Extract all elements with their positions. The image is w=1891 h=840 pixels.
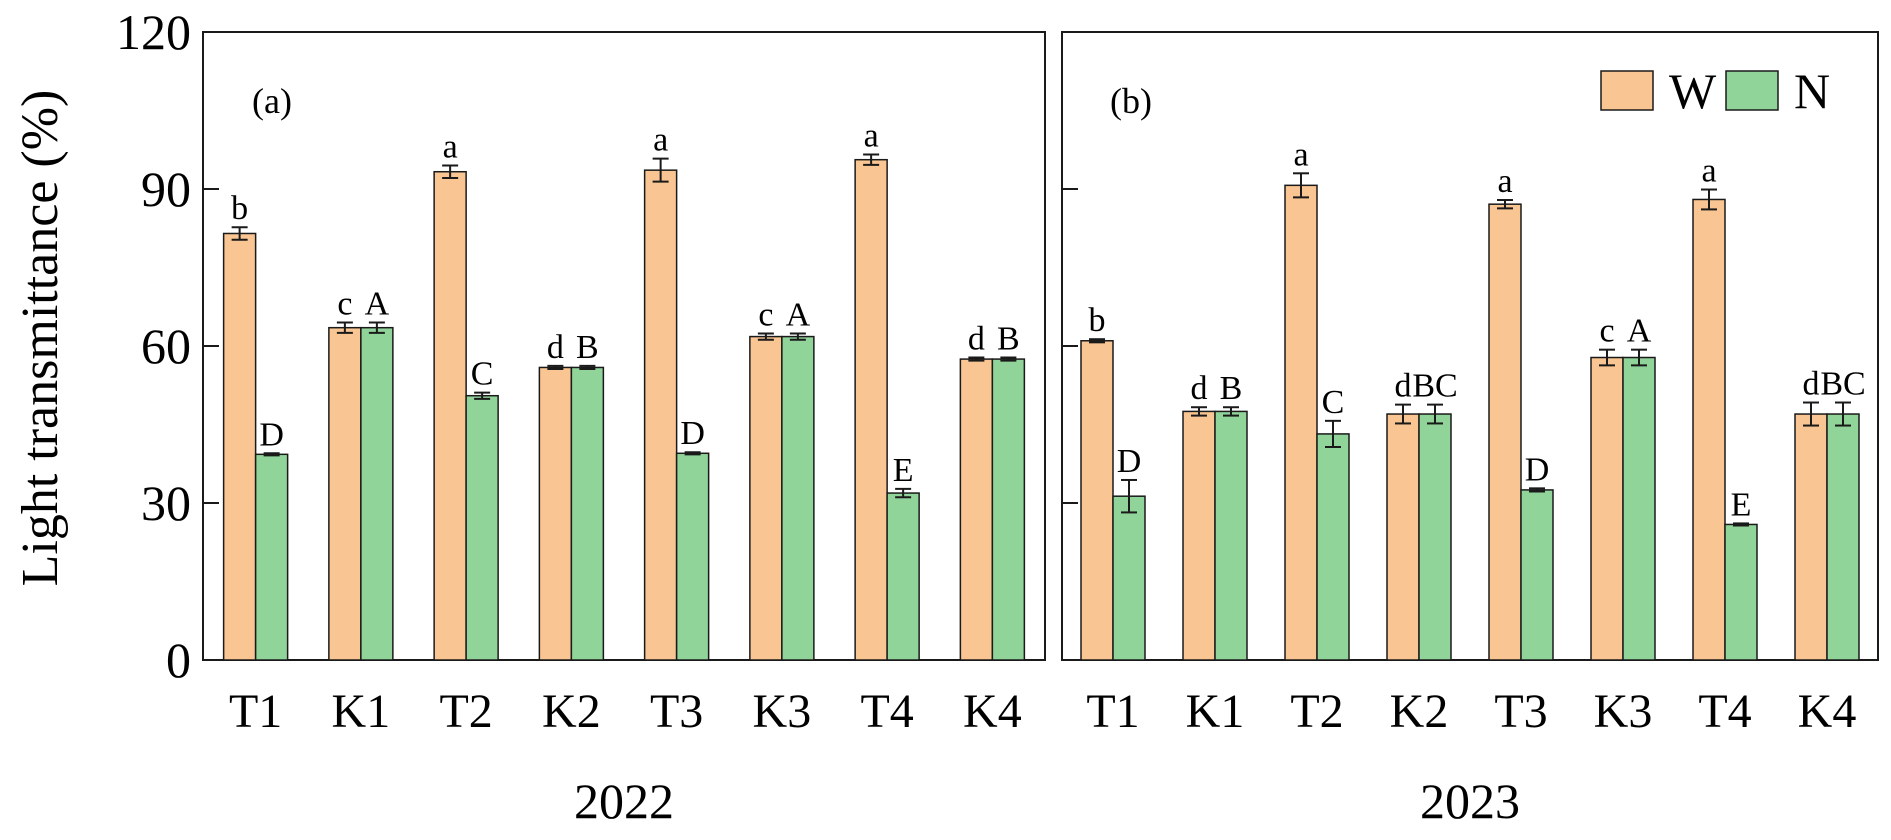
bar-w: [538, 366, 573, 661]
x-tick-label: T4: [860, 685, 913, 738]
significance-letter: a: [1497, 163, 1512, 200]
bar-w: [854, 158, 888, 661]
x-axis-label: 2023: [1420, 773, 1520, 829]
bar-w: [328, 326, 362, 661]
bar-w: [1590, 356, 1624, 661]
significance-letter: c: [758, 296, 773, 333]
x-tick-label: T3: [650, 685, 703, 738]
bar-w: [643, 169, 678, 661]
y-tick-label: 30: [141, 475, 191, 531]
x-tick-label: K1: [1186, 685, 1245, 738]
bar-w: [1080, 340, 1114, 661]
x-tick-label: K4: [963, 685, 1022, 738]
x-tick-label: K3: [1594, 685, 1653, 738]
bar-n: [1520, 489, 1554, 661]
bar-w: [1182, 410, 1216, 661]
legend-label: N: [1794, 63, 1830, 119]
bar-n: [1418, 413, 1452, 661]
significance-letter: d: [1395, 368, 1412, 405]
bar-n: [254, 453, 289, 661]
significance-letter: d: [968, 321, 985, 358]
bar-n: [781, 335, 815, 661]
x-axis-label: 2022: [574, 773, 674, 829]
significance-letter: a: [1293, 136, 1308, 173]
bar-n: [1724, 523, 1758, 661]
bar-n: [570, 366, 605, 661]
significance-letter: d: [547, 329, 564, 366]
bar-w: [222, 232, 257, 661]
significance-letter: a: [443, 128, 458, 165]
y-tick-label: 0: [166, 632, 191, 688]
bar-w: [433, 170, 467, 661]
bar-w: [1284, 184, 1318, 661]
significance-letter: E: [893, 452, 914, 489]
panel-label: (b): [1110, 81, 1152, 121]
significance-letter: C: [1322, 384, 1345, 421]
x-tick-label: T2: [1290, 685, 1343, 738]
x-tick-label: K2: [1390, 685, 1449, 738]
significance-letter: A: [1627, 313, 1652, 350]
bar-n: [1316, 433, 1350, 661]
x-tick-label: T1: [229, 685, 282, 738]
bar-n: [1622, 356, 1656, 661]
bar-n: [360, 326, 394, 661]
y-axis-label: Light transmittance (%): [12, 90, 69, 587]
x-tick-label: K1: [332, 685, 391, 738]
significance-letter: BC: [1820, 366, 1865, 403]
x-tick-label: T3: [1494, 685, 1547, 738]
bar-n: [1214, 410, 1248, 661]
significance-letter: C: [471, 356, 494, 393]
significance-letter: a: [653, 122, 668, 159]
significance-letter: A: [786, 296, 811, 333]
significance-letter: a: [1701, 153, 1716, 190]
panel-label: (a): [252, 81, 292, 121]
legend-swatch-n: [1725, 70, 1779, 111]
x-tick-label: T4: [1698, 685, 1751, 738]
bar-w: [1692, 198, 1726, 661]
bar-n: [991, 358, 1026, 661]
x-tick-label: T1: [1086, 685, 1139, 738]
significance-letter: D: [1525, 451, 1550, 488]
bar-w: [1794, 413, 1828, 661]
bar-w: [1488, 203, 1522, 661]
bar-n: [675, 452, 710, 661]
significance-letter: d: [1191, 370, 1208, 407]
significance-letter: A: [365, 285, 390, 322]
significance-letter: D: [680, 415, 705, 452]
bar-n: [1826, 413, 1860, 661]
significance-letter: B: [1220, 370, 1243, 407]
significance-letter: b: [1089, 302, 1106, 339]
y-tick-label: 90: [141, 161, 191, 217]
significance-letter: B: [576, 329, 599, 366]
significance-letter: d: [1803, 366, 1820, 403]
bar-n: [886, 492, 920, 661]
x-tick-label: K3: [753, 685, 812, 738]
significance-letter: D: [1117, 443, 1142, 480]
significance-letter: D: [259, 416, 284, 453]
x-tick-label: T2: [439, 685, 492, 738]
bar-w: [1386, 413, 1420, 661]
bar-w: [959, 358, 994, 661]
x-tick-label: K4: [1798, 685, 1857, 738]
significance-letter: b: [231, 190, 248, 227]
significance-letter: E: [1731, 486, 1752, 523]
significance-letter: BC: [1412, 368, 1457, 405]
x-tick-label: K2: [542, 685, 601, 738]
bar-n: [465, 394, 499, 661]
y-tick-label: 60: [141, 318, 191, 374]
bar-w: [749, 335, 783, 661]
significance-letter: B: [997, 321, 1020, 358]
significance-letter: a: [864, 117, 879, 154]
legend-swatch-w: [1600, 70, 1654, 111]
significance-letter: c: [337, 285, 352, 322]
legend-label: W: [1669, 63, 1717, 119]
y-tick-label: 120: [116, 4, 191, 60]
significance-letter: c: [1599, 313, 1614, 350]
bar-n: [1112, 495, 1146, 661]
